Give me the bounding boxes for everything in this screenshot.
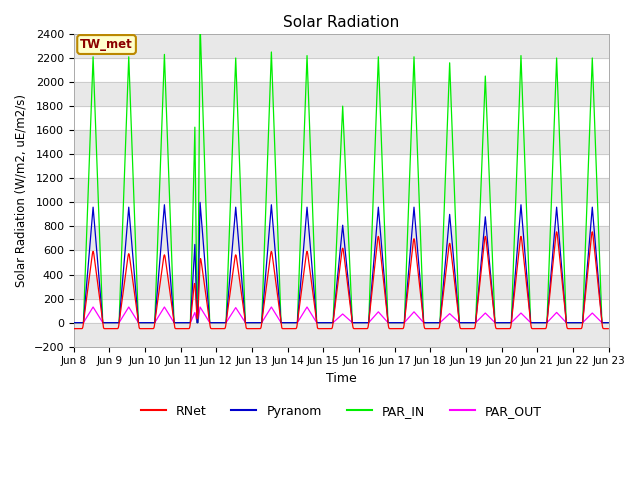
Bar <box>74 178 609 203</box>
X-axis label: Time: Time <box>326 372 356 385</box>
Bar <box>74 34 609 58</box>
Bar <box>74 130 609 154</box>
Bar <box>74 227 609 251</box>
Legend: RNet, Pyranom, PAR_IN, PAR_OUT: RNet, Pyranom, PAR_IN, PAR_OUT <box>136 400 547 423</box>
Bar <box>74 323 609 347</box>
Bar <box>74 82 609 106</box>
Y-axis label: Solar Radiation (W/m2, uE/m2/s): Solar Radiation (W/m2, uE/m2/s) <box>15 94 28 287</box>
Bar <box>74 275 609 299</box>
Title: Solar Radiation: Solar Radiation <box>283 15 399 30</box>
Text: TW_met: TW_met <box>80 38 133 51</box>
